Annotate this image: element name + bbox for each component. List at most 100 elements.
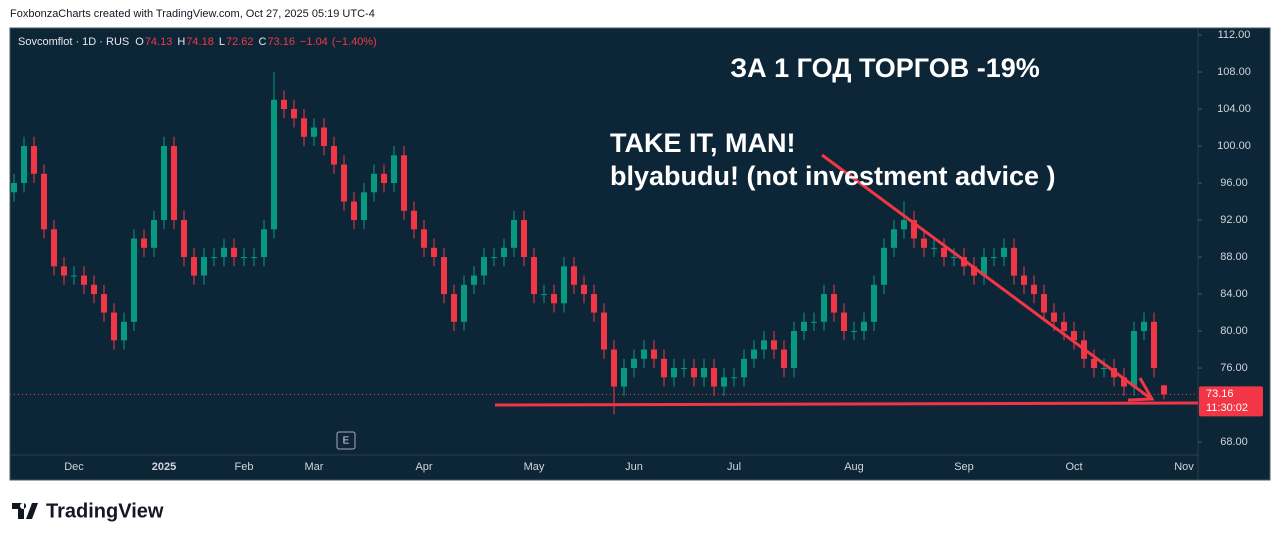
candle-body [381,173,387,184]
candle-body [431,247,437,258]
y-tick-label: 88.00 [1220,251,1248,263]
candle-body [321,127,327,147]
candle-body [921,238,927,248]
event-marker-box[interactable] [336,431,356,450]
candle-body [951,257,957,259]
candle-body [371,173,377,193]
candle-body [901,220,907,230]
countdown: 11:30:02 [1206,402,1248,414]
candle-body [801,321,807,332]
y-tick-label: 104.00 [1217,103,1251,115]
candle-body [161,146,167,221]
last-price-box [1199,386,1263,417]
candle-body [1131,331,1137,387]
candle-body [101,294,107,313]
candle-body [1041,294,1047,313]
trend-line [821,153,1151,400]
candle-body [871,284,877,322]
y-tick-label: 108.00 [1217,66,1251,78]
candle-body [71,275,77,277]
legend-value: 74.13 [145,36,173,48]
y-tick-label: 68.00 [1220,436,1248,448]
candle-body [81,275,87,285]
candle-body [441,257,447,295]
candle-body [1121,377,1127,387]
candle-body [761,340,767,350]
candle-body [1001,247,1007,258]
candle-body [791,331,797,369]
candle-body [891,229,897,248]
x-tick-label: Nov [1174,461,1194,473]
candle-body [61,266,67,276]
candle-body [41,173,47,230]
candle-body [611,349,617,387]
y-tick-label: 80.00 [1220,325,1248,337]
candle-body [521,220,527,258]
candle-body [181,220,187,258]
y-tick-label: 92.00 [1220,214,1248,226]
candle-body [151,220,157,248]
candle-body [361,192,367,221]
y-tick-label: 76.00 [1220,362,1248,374]
support-line [494,401,1199,407]
candle-body [841,312,847,332]
candle-body [1091,358,1097,369]
candle-body [291,109,297,119]
y-tick-label: 100.00 [1217,140,1251,152]
candle-body [561,266,567,304]
candle-body [751,349,757,359]
legend-change-pct: (−1.40%) [332,36,377,48]
x-tick-label: Mar [305,461,324,473]
event-marker[interactable]: E [343,436,350,447]
candle-body [661,358,667,378]
candle-body [261,229,267,258]
candle-body [741,358,747,378]
candle-body [111,312,117,341]
candle-body [511,220,517,248]
y-tick-label: 84.00 [1220,288,1248,300]
candle-body [281,99,287,110]
candle-body [221,247,227,258]
candle-body [591,294,597,313]
legend-value: 72.62 [226,36,254,48]
last-price-label: 73.16 [1206,388,1234,400]
candle-body [251,257,257,259]
candle-body [351,201,357,221]
candle-body [11,183,17,193]
candle-body [641,349,647,359]
legend: Sovcomflot · 1D · RUS O 74.13 H 74.18 L 72.62 C… [18,36,377,48]
candle-body [581,284,587,295]
legend-key: L [219,36,225,48]
candle-body [491,257,497,259]
candle-body [881,247,887,285]
logo: TradingView [12,500,164,522]
candle-body [651,349,657,359]
annotation: ЗА 1 ГОД ТОРГОВ -19% [730,53,1040,83]
candle-body [91,284,97,295]
x-tick-label: Jul [727,461,741,473]
logo-text: TradingView [46,500,164,522]
legend-key: H [177,36,185,48]
candle-body [201,257,207,276]
symbol: Sovcomflot · 1D · RUS [18,36,129,48]
candle-body [771,340,777,350]
x-tick-label: May [524,461,545,473]
candle-body [451,294,457,322]
annotation: blyabudu! (not investment advice ) [610,161,1056,191]
candle-body [681,368,687,370]
legend-change: −1.04 [300,36,328,48]
candle-body [531,257,537,295]
candle-body [671,368,677,378]
candle-body [501,247,507,258]
candle-body [271,99,277,230]
candle-body [991,257,997,259]
logo-mark [12,503,38,519]
candle-body [51,229,57,267]
candle-body [141,238,147,248]
candle-body [981,257,987,276]
x-tick-label: Apr [415,461,432,473]
candle-body [421,229,427,248]
candle-body [1161,385,1167,395]
candle-body [31,146,37,174]
annotation: TAKE IT, MAN! [610,128,795,158]
